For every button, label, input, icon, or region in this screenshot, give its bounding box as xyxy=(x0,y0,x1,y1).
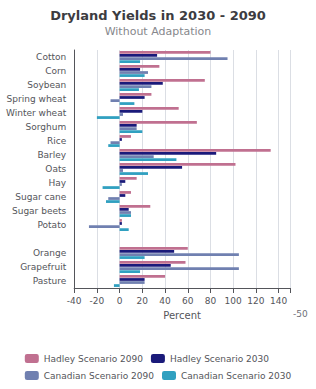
svg-text:Potato: Potato xyxy=(37,220,66,230)
svg-text:Sugar beets: Sugar beets xyxy=(12,206,67,216)
svg-text:Sugar cane: Sugar cane xyxy=(15,192,66,202)
svg-text:Sorghum: Sorghum xyxy=(26,122,67,132)
svg-text:Canadian Scenario 2030: Canadian Scenario 2030 xyxy=(181,371,291,381)
svg-text:Corn: Corn xyxy=(45,66,66,76)
svg-text:60: 60 xyxy=(182,296,194,306)
svg-text:Barley: Barley xyxy=(37,150,66,160)
svg-text:Pasture: Pasture xyxy=(33,276,67,286)
svg-text:Cotton: Cotton xyxy=(36,52,66,62)
svg-text:Grapefruit: Grapefruit xyxy=(20,262,67,272)
svg-text:100: 100 xyxy=(225,296,242,306)
svg-text:120: 120 xyxy=(247,296,264,306)
svg-text:Winter wheat: Winter wheat xyxy=(6,108,67,118)
svg-text:40: 40 xyxy=(159,296,171,306)
svg-text:-20: -20 xyxy=(90,296,105,306)
svg-text:Oats: Oats xyxy=(45,164,66,174)
svg-text:Hay: Hay xyxy=(49,178,67,188)
svg-text:20: 20 xyxy=(137,296,149,306)
svg-text:Hadley Scenario 2030: Hadley Scenario 2030 xyxy=(170,354,269,364)
svg-text:Spring wheat: Spring wheat xyxy=(7,94,67,104)
svg-text:Hadley Scenario 2090: Hadley Scenario 2090 xyxy=(44,354,143,364)
svg-text:Rice: Rice xyxy=(47,136,67,146)
svg-text:Orange: Orange xyxy=(33,248,67,258)
svg-text:80: 80 xyxy=(205,296,217,306)
svg-text:Dryland Yields in 2030 - 2090: Dryland Yields in 2030 - 2090 xyxy=(50,8,266,23)
svg-text:Soybean: Soybean xyxy=(27,80,66,90)
svg-text:Without Adaptation: Without Adaptation xyxy=(105,25,212,38)
svg-text:Percent: Percent xyxy=(163,310,201,321)
svg-text:0: 0 xyxy=(117,296,123,306)
svg-text:Canadian Scenario 2090: Canadian Scenario 2090 xyxy=(44,371,154,381)
svg-text:-50: -50 xyxy=(293,309,308,319)
svg-text:140: 140 xyxy=(270,296,287,306)
svg-text:-40: -40 xyxy=(67,296,82,306)
